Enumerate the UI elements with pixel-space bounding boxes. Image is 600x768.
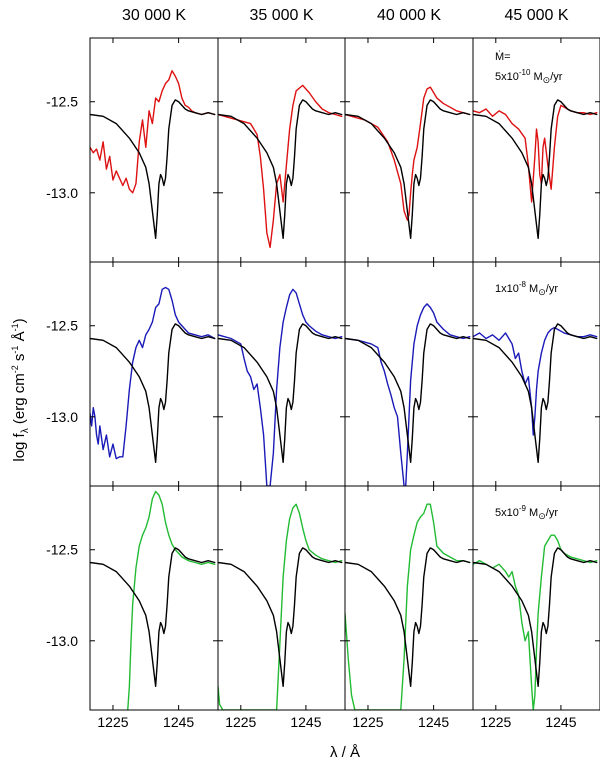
model-spectrum-line	[345, 86, 471, 221]
model-spectrum-line	[90, 286, 216, 460]
observed-spectrum-line	[90, 99, 216, 240]
y-tick-label: -12.5	[46, 542, 78, 558]
column-title: 30 000 K	[122, 7, 186, 24]
x-tick-label: 1225	[352, 714, 383, 730]
annotation-rate: 5x10-9 M⊙/yr	[495, 504, 558, 521]
observed-spectrum-line	[345, 547, 471, 688]
x-tick-label: 1225	[480, 714, 511, 730]
panel	[472, 485, 600, 711]
panel	[217, 37, 346, 263]
model-spectrum-line	[345, 303, 471, 486]
model-spectrum-line	[218, 503, 343, 710]
observed-spectrum-line	[218, 323, 343, 464]
y-axis-label: log fλ (erg cm-2 s-1 Å-1)	[10, 318, 31, 461]
model-spectrum-line	[127, 490, 216, 710]
column-title: 35 000 K	[249, 7, 313, 24]
y-tick-label: -13.0	[46, 633, 78, 649]
mass-loss-annotation: 5x10-9 M⊙/yr	[495, 504, 558, 521]
annotation-rate: 5x10-10 M⊙/yr	[495, 68, 563, 85]
x-tick-label: 1225	[97, 714, 128, 730]
observed-spectrum-line	[90, 547, 216, 688]
annotation-prefix: Ṁ=	[495, 50, 511, 63]
model-spectrum-line	[473, 326, 598, 436]
model-spectrum-line	[218, 84, 343, 249]
panel	[217, 261, 346, 487]
y-tick-labels: -13.0 -12.5 -13.0 -12.5 -13.0 -12.5	[46, 94, 78, 649]
y-tick-label: -12.5	[46, 318, 78, 334]
observed-spectrum-line	[473, 547, 598, 688]
panel-grid: Ṁ= 5x10-10 M⊙/yr 1x10-8 M⊙/yr 5x10-9 M⊙/yr	[89, 37, 600, 711]
x-tick-label: 1245	[545, 714, 576, 730]
y-tick-label: -12.5	[46, 94, 78, 110]
mass-loss-annotation: Ṁ= 5x10-10 M⊙/yr	[495, 50, 563, 85]
panel	[472, 261, 600, 487]
column-titles: 30 000 K 35 000 K 40 000 K 45 000 K	[122, 7, 569, 24]
observed-spectrum-line	[218, 547, 343, 688]
panel	[89, 37, 219, 263]
x-tick-label: 1245	[290, 714, 321, 730]
panel	[344, 485, 474, 711]
x-tick-label: 1225	[225, 714, 256, 730]
model-spectrum-line	[218, 288, 343, 486]
observed-spectrum-line	[218, 99, 343, 240]
model-spectrum-line	[90, 70, 216, 194]
x-axis-label: λ / Å	[330, 744, 360, 761]
panel	[217, 485, 346, 711]
observed-spectrum-line	[345, 323, 471, 464]
panel	[344, 37, 474, 263]
annotation-rate: 1x10-8 M⊙/yr	[495, 280, 558, 297]
y-tick-label: -13.0	[46, 185, 78, 201]
observed-spectrum-line	[90, 323, 216, 464]
column-title: 40 000 K	[377, 7, 441, 24]
x-tick-label: 1245	[418, 714, 449, 730]
column-title: 45 000 K	[504, 7, 568, 24]
x-tick-labels: 1225 1245 1225 1245 1225 1245 1225 1245	[97, 714, 576, 730]
panel-border	[472, 485, 600, 711]
model-spectrum-line	[345, 503, 471, 710]
observed-spectrum-line	[473, 99, 598, 240]
panel	[472, 37, 600, 263]
mass-loss-annotation: 1x10-8 M⊙/yr	[495, 280, 558, 297]
observed-spectrum-line	[345, 99, 471, 240]
observed-spectrum-line	[473, 323, 598, 464]
y-tick-label: -13.0	[46, 409, 78, 425]
x-tick-label: 1245	[163, 714, 194, 730]
panel	[89, 261, 219, 487]
panel	[344, 261, 474, 487]
panel	[89, 485, 219, 711]
